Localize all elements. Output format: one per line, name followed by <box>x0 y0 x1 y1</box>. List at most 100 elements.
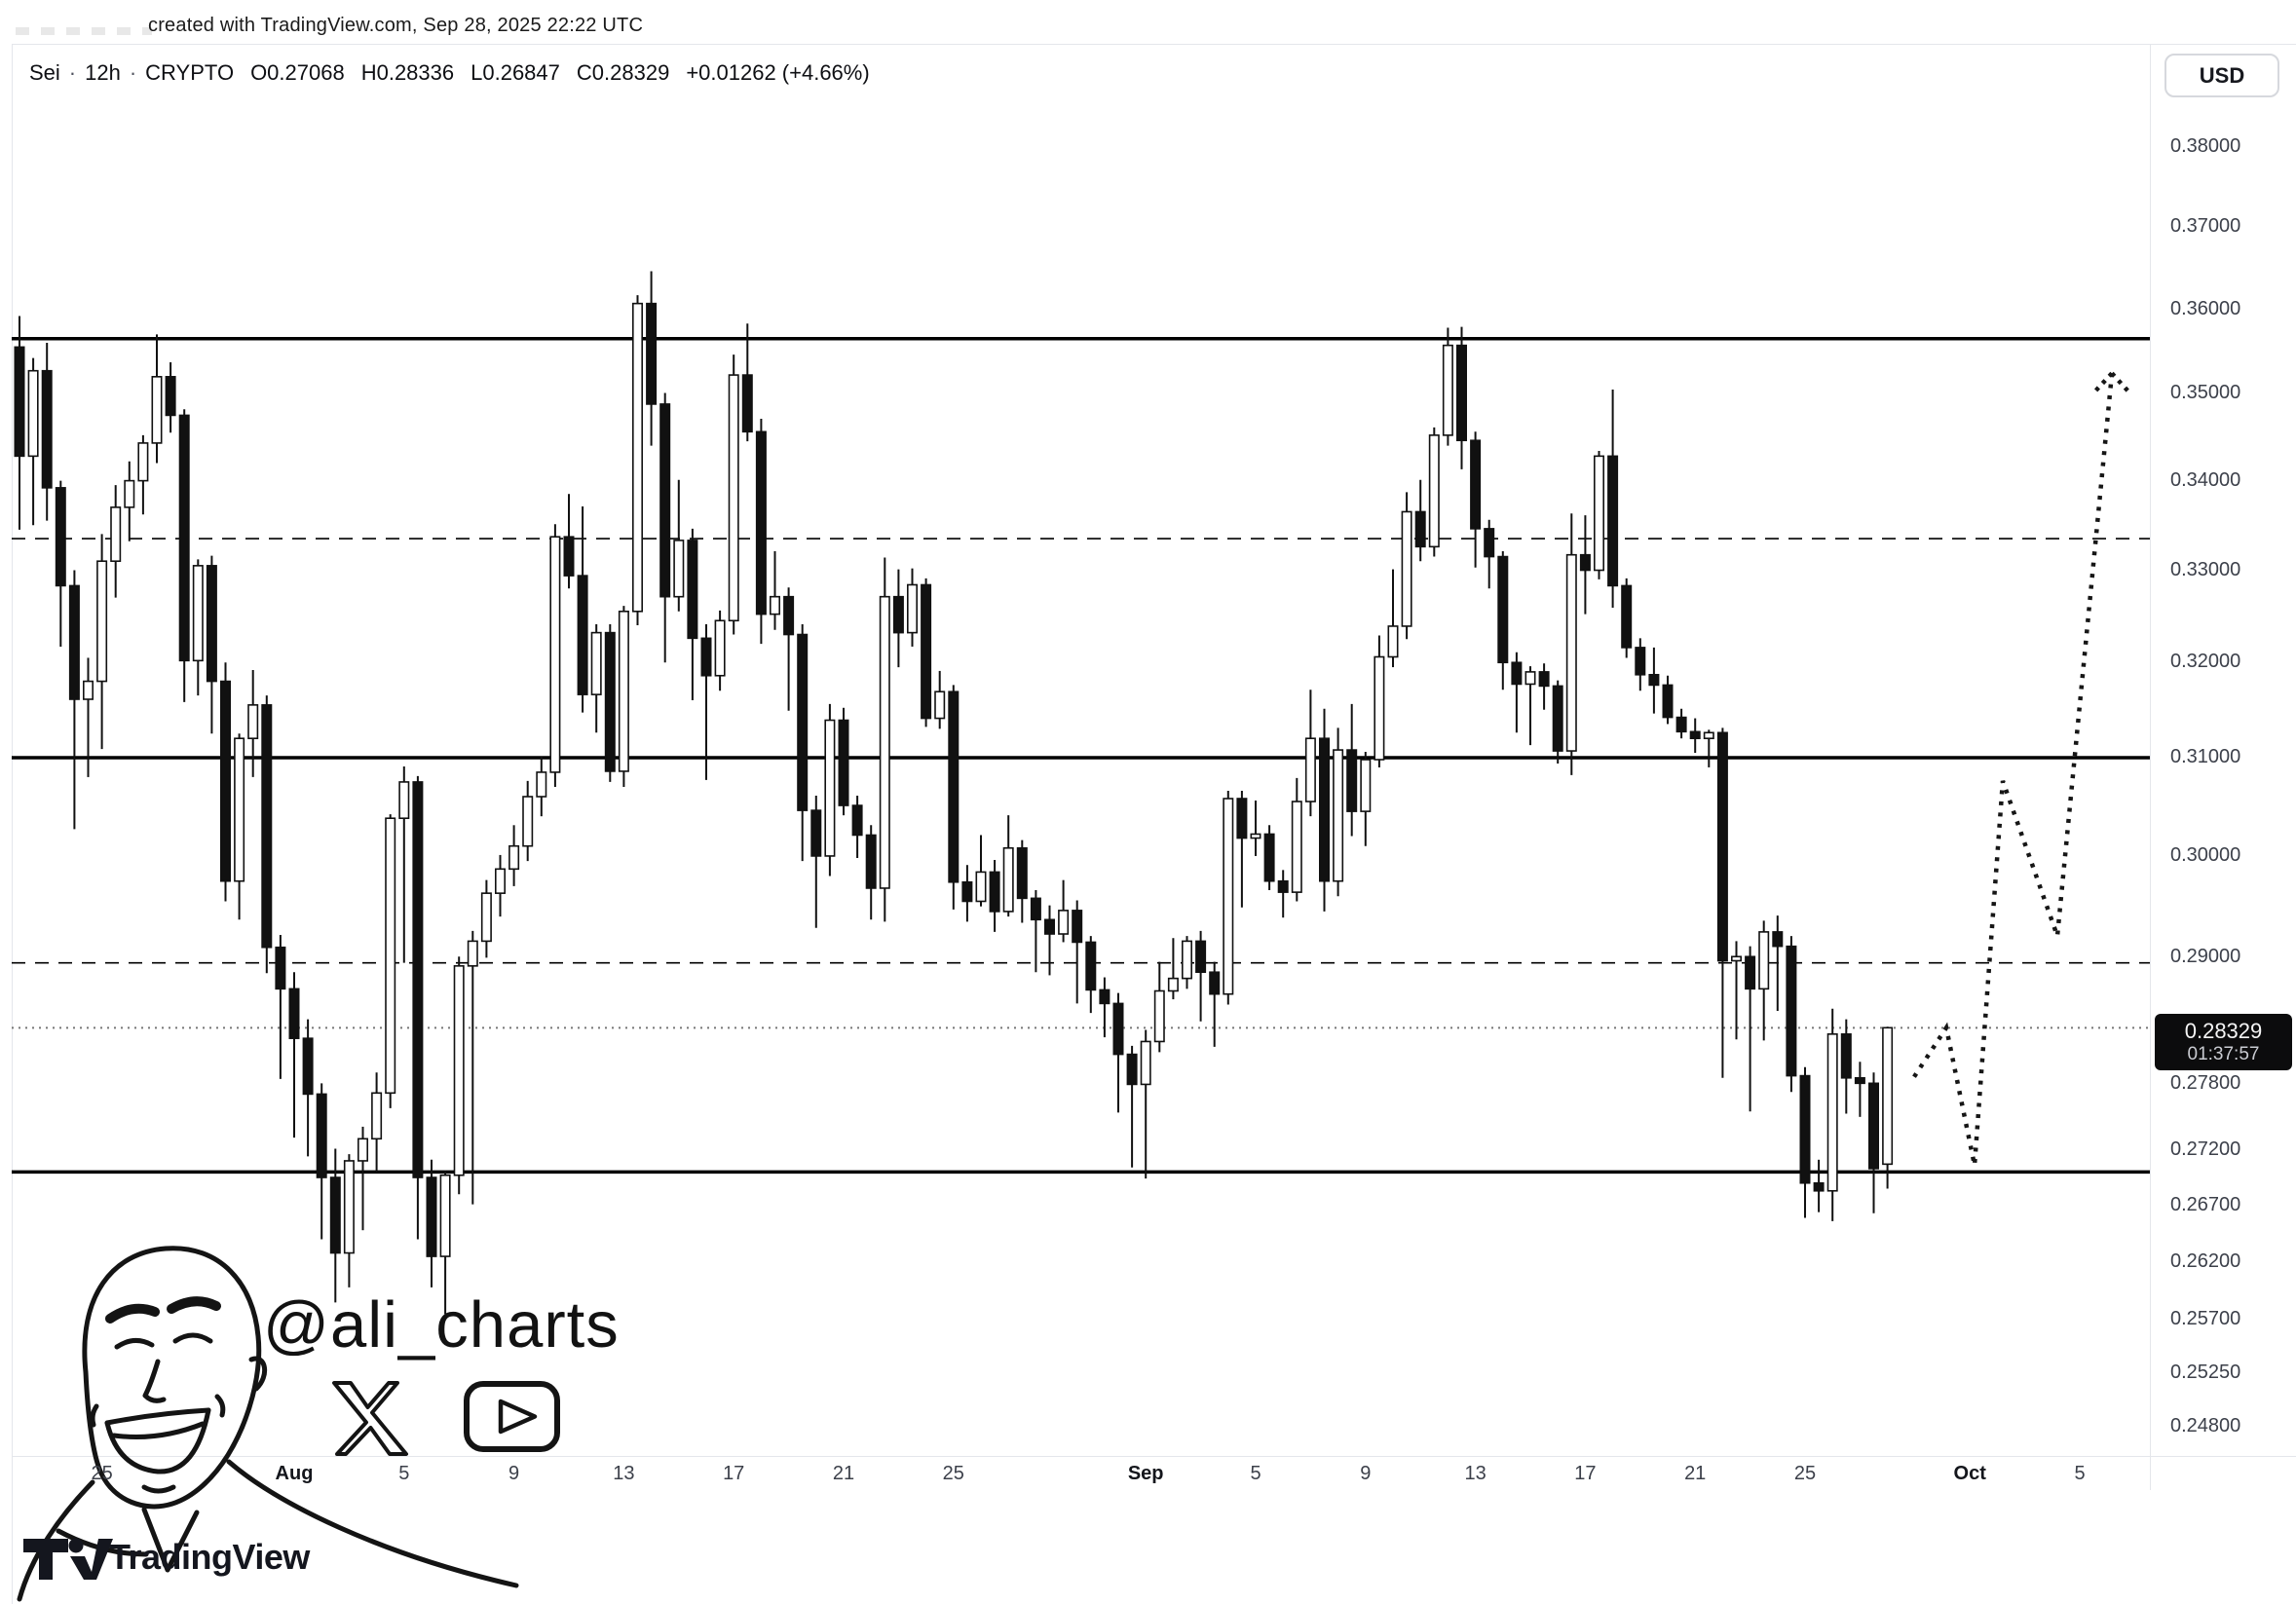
candle <box>1044 905 1056 976</box>
candle <box>1758 920 1770 1041</box>
legend-ohlc-token: +0.01262 (+4.66%) <box>686 60 870 85</box>
legend-ohlc-token: C0.28329 <box>576 60 670 85</box>
candle <box>275 935 286 1079</box>
candle <box>549 524 561 787</box>
price-tick-0.27200: 0.27200 <box>2170 1138 2241 1160</box>
candle <box>453 956 465 1195</box>
candle <box>426 1159 437 1287</box>
candle <box>1772 915 1784 1011</box>
price-tick-0.26700: 0.26700 <box>2170 1193 2241 1215</box>
interval: 12h <box>85 60 121 85</box>
candle <box>646 271 658 446</box>
attribution-text: created with TradingView.com, Sep 28, 20… <box>148 15 644 36</box>
symbol-legend[interactable]: Sei · 12h · CRYPTO O0.27068 H0.28336 L0.26847 C0… <box>29 60 870 86</box>
chart-pane[interactable] <box>12 44 2296 1604</box>
candle <box>1716 727 1728 1078</box>
candle <box>27 357 39 526</box>
candle <box>851 795 863 859</box>
candle <box>728 354 739 635</box>
candle <box>1594 450 1605 579</box>
candle <box>1538 663 1550 710</box>
candle <box>1745 946 1756 1112</box>
candle <box>1470 431 1482 568</box>
candle <box>1607 389 1619 609</box>
projection-arrowhead <box>2110 371 2133 396</box>
support-resistance-levels <box>12 336 2150 1175</box>
candle <box>1346 703 1358 837</box>
candle <box>357 1126 368 1231</box>
faded-edge-marks <box>16 27 152 35</box>
legend-separator: · <box>68 60 77 85</box>
candle <box>1675 708 1687 739</box>
price-tick-0.29000: 0.29000 <box>2170 946 2241 968</box>
candle <box>618 606 629 787</box>
candle <box>508 825 520 886</box>
candle <box>1030 890 1041 973</box>
candle <box>439 1171 451 1315</box>
candle <box>1786 936 1797 1093</box>
candle <box>137 434 149 515</box>
candle <box>1511 652 1523 733</box>
candle <box>1428 427 1440 557</box>
candle <box>14 316 25 530</box>
price-tick-0.38000: 0.38000 <box>2170 135 2241 158</box>
bar-countdown: 01:37:57 <box>2187 1043 2260 1064</box>
projection-polyline <box>1912 373 2115 1166</box>
candle <box>1813 1159 1825 1212</box>
candle <box>1414 479 1426 562</box>
price-tick-0.35000: 0.35000 <box>2170 382 2241 404</box>
time-tick-25: 25 <box>942 1463 964 1484</box>
candles <box>14 271 1894 1315</box>
price-tick-0.27800: 0.27800 <box>2170 1072 2241 1095</box>
legend-ohlc-token: L0.26847 <box>470 60 560 85</box>
price-tick-0.34000: 0.34000 <box>2170 468 2241 491</box>
candle <box>769 550 780 630</box>
candle <box>1223 790 1234 1005</box>
candle <box>110 485 122 598</box>
candle <box>192 559 204 696</box>
candle <box>1263 825 1275 891</box>
candle <box>288 972 300 1138</box>
candle <box>247 669 259 777</box>
face-sketch-icon <box>17 1246 519 1602</box>
candle <box>494 854 506 917</box>
candle <box>1456 326 1468 469</box>
price-tick-0.25250: 0.25250 <box>2170 1361 2241 1383</box>
candle <box>838 707 849 816</box>
candle <box>124 461 135 541</box>
candle <box>1085 936 1097 1014</box>
candle <box>865 825 877 920</box>
candle <box>1882 1026 1894 1189</box>
candle <box>1799 1066 1811 1218</box>
candle <box>220 662 232 902</box>
time-tick-5: 5 <box>1250 1463 1261 1484</box>
price-tick-0.32000: 0.32000 <box>2170 651 2241 673</box>
candle <box>1497 550 1509 690</box>
candle <box>892 569 904 668</box>
candle <box>1182 936 1193 989</box>
candle <box>1236 790 1248 908</box>
candle <box>1648 647 1660 714</box>
candle <box>1291 777 1302 902</box>
candle <box>1387 569 1399 668</box>
candle <box>1374 635 1385 767</box>
candle <box>151 334 163 464</box>
candle <box>412 775 424 1240</box>
candle <box>1319 708 1331 912</box>
candle <box>906 568 918 647</box>
candle <box>302 1019 314 1157</box>
candle <box>810 795 822 928</box>
candle <box>1304 690 1316 817</box>
candle <box>1826 1008 1838 1221</box>
candle <box>83 657 94 777</box>
tradingview-logo-icon[interactable] <box>23 1538 113 1581</box>
candle <box>1167 938 1179 1000</box>
candle <box>1868 1072 1880 1213</box>
candle <box>536 757 547 817</box>
candle <box>261 695 273 974</box>
currency-toggle-button[interactable]: USD <box>2164 54 2279 97</box>
legend-ohlc-token: H0.28336 <box>360 60 455 85</box>
candle <box>755 418 767 645</box>
candle <box>961 865 973 922</box>
time-tick-9: 9 <box>508 1463 520 1484</box>
